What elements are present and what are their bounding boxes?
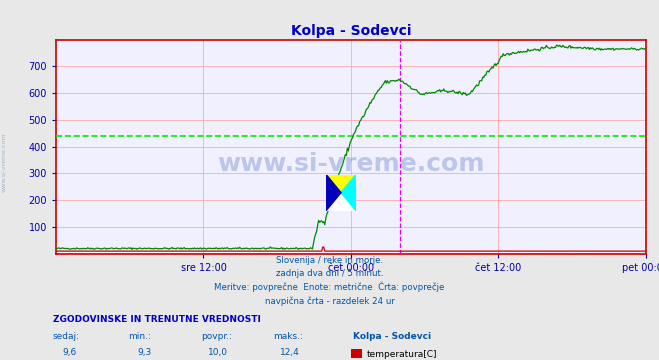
Polygon shape	[326, 175, 356, 193]
Text: 9,6: 9,6	[62, 348, 76, 357]
Text: 10,0: 10,0	[208, 348, 227, 357]
Text: www.si-vreme.com: www.si-vreme.com	[217, 152, 484, 176]
Text: sedaj:: sedaj:	[53, 333, 80, 342]
Text: temperatura[C]: temperatura[C]	[366, 351, 437, 359]
Text: 9,3: 9,3	[138, 348, 152, 357]
Text: zadnja dva dni / 5 minut.: zadnja dva dni / 5 minut.	[275, 270, 384, 279]
Text: ZGODOVINSKE IN TRENUTNE VREDNOSTI: ZGODOVINSKE IN TRENUTNE VREDNOSTI	[53, 315, 260, 324]
Polygon shape	[341, 175, 356, 211]
Text: povpr.:: povpr.:	[201, 333, 232, 342]
Title: Kolpa - Sodevci: Kolpa - Sodevci	[291, 24, 411, 39]
Polygon shape	[326, 175, 341, 211]
Text: maks.:: maks.:	[273, 333, 303, 342]
Text: min.:: min.:	[129, 333, 152, 342]
Text: Kolpa - Sodevci: Kolpa - Sodevci	[353, 333, 431, 342]
Text: navpična črta - razdelek 24 ur: navpična črta - razdelek 24 ur	[264, 296, 395, 306]
Text: www.si-vreme.com: www.si-vreme.com	[2, 132, 7, 192]
Text: Slovenija / reke in morje.: Slovenija / reke in morje.	[276, 256, 383, 265]
Text: Meritve: povprečne  Enote: metrične  Črta: povprečje: Meritve: povprečne Enote: metrične Črta:…	[214, 282, 445, 292]
Text: 12,4: 12,4	[280, 348, 300, 357]
